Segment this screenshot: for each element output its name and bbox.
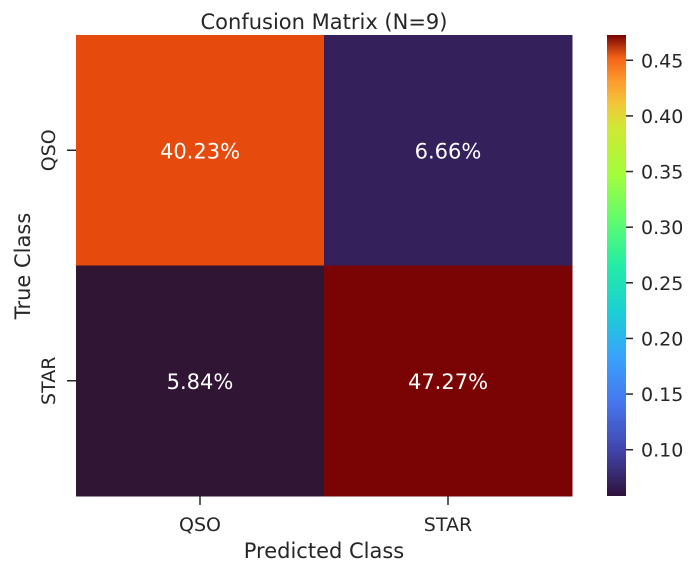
colorbar-tick-label: 0.40 xyxy=(641,106,683,128)
x-axis-ticks: QSO STAR xyxy=(179,496,472,536)
y-axis-label: True Class xyxy=(11,213,35,321)
chart-title: Confusion Matrix (N=9) xyxy=(201,10,448,34)
y-tick-label: STAR xyxy=(38,357,60,405)
cell-label: 6.66% xyxy=(415,139,482,163)
colorbar-tick-label: 0.20 xyxy=(641,328,683,350)
x-tick-label: STAR xyxy=(424,514,472,536)
colorbar-tick-label: 0.45 xyxy=(641,50,683,72)
cell-label: 40.23% xyxy=(160,139,240,163)
colorbar-ticks: 0.10 0.15 0.20 0.25 0.30 0.35 0.40 0.45 xyxy=(626,50,683,462)
x-tick-label: QSO xyxy=(179,514,221,536)
y-tick-label: QSO xyxy=(38,129,60,171)
heatmap-cell xyxy=(76,35,325,266)
colorbar-tick-label: 0.10 xyxy=(641,440,683,462)
colorbar xyxy=(607,35,626,496)
cell-label: 47.27% xyxy=(408,370,488,394)
heatmap-cell xyxy=(324,35,573,266)
cell-label: 5.84% xyxy=(167,370,234,394)
colorbar-tick-label: 0.35 xyxy=(641,162,683,184)
x-axis-label: Predicted Class xyxy=(244,539,405,563)
heatmap-cell xyxy=(324,265,573,497)
heatmap-cell xyxy=(76,265,325,497)
colorbar-tick-label: 0.25 xyxy=(641,273,683,295)
y-axis-ticks: QSO STAR xyxy=(38,129,76,405)
colorbar-tick-label: 0.15 xyxy=(641,384,683,406)
colorbar-tick-label: 0.30 xyxy=(641,217,683,239)
heatmap-cells: 40.23% 6.66% 5.84% 47.27% xyxy=(76,35,573,497)
